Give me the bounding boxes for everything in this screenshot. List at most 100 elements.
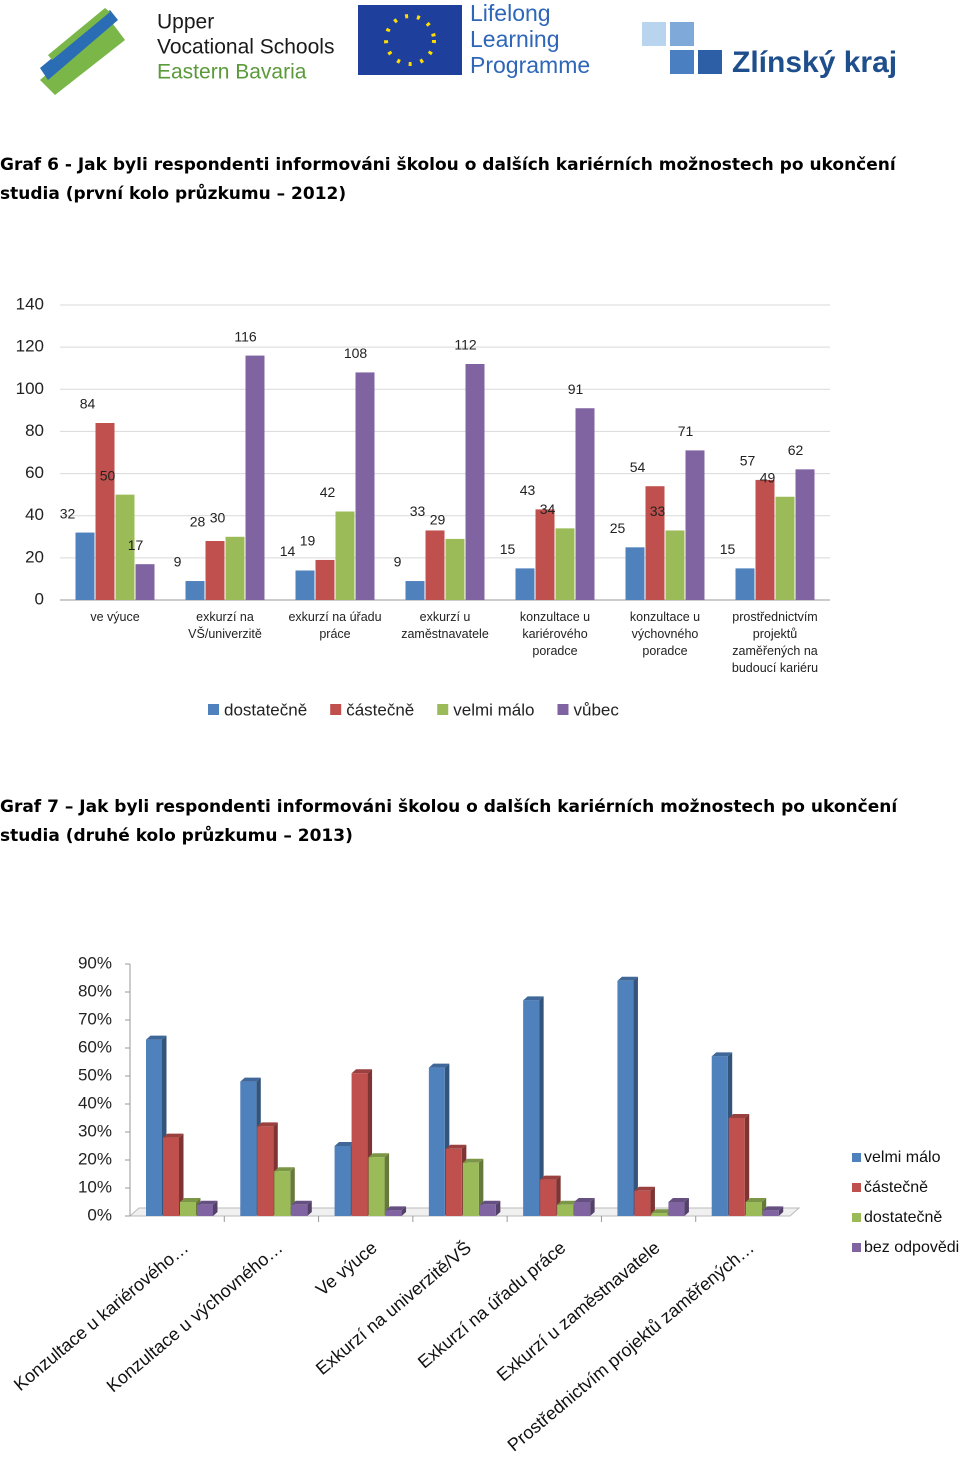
bar-top (651, 1209, 672, 1214)
bar (617, 980, 634, 1216)
legend-swatch (852, 1213, 861, 1222)
value-label: 29 (430, 512, 446, 528)
y-tick-label: 60% (78, 1037, 112, 1056)
y-tick-label: 60 (25, 463, 44, 482)
value-label: 9 (174, 554, 182, 570)
school-logo (40, 8, 125, 95)
bar (479, 1204, 496, 1216)
bar (315, 559, 335, 600)
bar (428, 1067, 445, 1216)
x-tick-label: Ve výuce (312, 1237, 381, 1299)
legend-swatch (852, 1243, 861, 1252)
bar-top (351, 1069, 373, 1074)
bar-side (778, 1206, 784, 1216)
bar-side (633, 976, 638, 1216)
bar-side (384, 1153, 390, 1216)
bar (762, 1210, 779, 1216)
value-label: 30 (210, 509, 226, 525)
value-label: 71 (678, 423, 694, 439)
value-label: 15 (500, 541, 516, 557)
logo-text: Learning (470, 26, 560, 52)
bar-side (539, 996, 544, 1216)
bar (515, 568, 535, 600)
bar (295, 570, 315, 600)
logo-text: Programme (470, 52, 590, 78)
x-tick-label: exkurzí na úřadu práce (288, 610, 382, 641)
bar-side (213, 1200, 218, 1216)
bar-top (574, 1198, 595, 1202)
bar (205, 541, 225, 600)
bar-top (163, 1133, 184, 1138)
logo-text: Vocational Schools (157, 36, 334, 59)
y-tick-label: 30% (78, 1121, 112, 1140)
value-label: 54 (630, 459, 646, 475)
bar (180, 1202, 196, 1216)
y-tick-label: 10% (78, 1177, 112, 1196)
bar-top (557, 1200, 578, 1205)
bar-top (745, 1198, 767, 1202)
bar (535, 509, 555, 600)
value-label: 112 (454, 337, 477, 353)
x-tick-label: Konzultace u výchovného… (103, 1237, 287, 1396)
eu-stars (384, 14, 436, 66)
x-tick-label: prostřednictvím projektů zaměřených na b… (731, 610, 819, 675)
bar (634, 1190, 651, 1216)
bar (75, 532, 95, 600)
bar-top (428, 1063, 450, 1068)
y-tick-label: 100 (16, 379, 44, 398)
bar-side (478, 1158, 484, 1216)
bar (185, 581, 205, 600)
value-label: 17 (128, 537, 144, 553)
value-label: 91 (568, 381, 584, 397)
bar-top (728, 1114, 750, 1118)
bar (685, 450, 705, 600)
bar (425, 530, 445, 600)
y-tick-label: 20 (25, 547, 44, 566)
bar-top (523, 996, 544, 1001)
value-label: 25 (610, 520, 626, 536)
y-tick-label: 40% (78, 1093, 112, 1112)
bar-top (762, 1206, 784, 1211)
bar (711, 1056, 728, 1216)
bar (755, 479, 775, 600)
bar-side (307, 1200, 312, 1216)
legend-label: dostatečně (864, 1209, 942, 1226)
y-tick-label: 80 (25, 421, 44, 440)
caption: Graf 7 – Jak byli respondenti informován… (0, 797, 898, 846)
value-label: 84 (80, 396, 96, 412)
bar (555, 528, 575, 600)
legend-swatch (852, 1183, 861, 1192)
bar (728, 1118, 745, 1216)
bar (135, 564, 155, 600)
bar (651, 1213, 668, 1216)
bar (163, 1137, 179, 1216)
bar-top (385, 1206, 407, 1211)
bar-top (274, 1167, 295, 1172)
value-label: 108 (344, 345, 368, 361)
bar (775, 496, 795, 600)
value-label: 14 (280, 543, 296, 559)
bar (665, 530, 685, 600)
y-tick-label: 20% (78, 1149, 112, 1168)
bar-top (462, 1158, 484, 1163)
bar (405, 581, 425, 600)
bar (225, 536, 245, 600)
bar-top (711, 1052, 733, 1057)
value-label: 42 (320, 484, 336, 500)
value-label: 34 (540, 501, 556, 517)
value-label: 116 (234, 328, 257, 344)
y-tick-label: 70% (78, 1009, 112, 1028)
bar (257, 1126, 274, 1216)
value-label: 43 (520, 482, 536, 498)
legend-label: velmi málo (453, 700, 534, 719)
bar-top (668, 1198, 689, 1202)
legend-swatch (852, 1153, 861, 1162)
y-tick-label: 140 (16, 294, 44, 313)
bar-side (650, 1186, 655, 1216)
bar-top (197, 1200, 218, 1205)
region-logo (642, 22, 722, 74)
bar (575, 408, 595, 600)
bar (146, 1039, 162, 1216)
bar-side (495, 1200, 501, 1216)
y-tick-label: 120 (16, 337, 44, 356)
